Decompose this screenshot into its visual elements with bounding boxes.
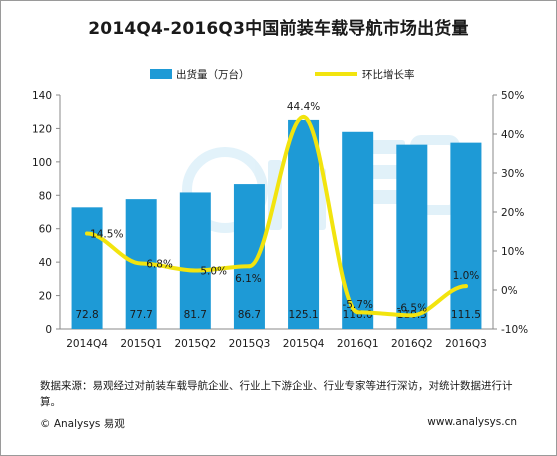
growth-rate-label: 14.5% [90, 228, 123, 240]
growth-rate-point [85, 231, 90, 236]
bar [71, 207, 103, 329]
y-left-tick-label: 120 [32, 123, 52, 135]
growth-rate-label: 44.4% [287, 101, 320, 113]
bar [396, 144, 428, 329]
x-tick-label: 2015Q1 [120, 338, 162, 350]
bar-value-label: 125.1 [289, 309, 319, 321]
y-right-tick-label: 50% [501, 90, 524, 102]
growth-rate-point [463, 284, 468, 289]
line-series [85, 114, 468, 318]
x-tick-label: 2016Q3 [445, 338, 487, 350]
growth-rate-point [247, 264, 252, 269]
growth-rate-point [355, 310, 360, 315]
y-right-tick-label: 0% [501, 285, 518, 297]
footer-url: www.analysys.cn [427, 416, 517, 428]
footer-brand: © Analysys 易观 [40, 418, 125, 430]
x-tick-label: 2016Q1 [337, 338, 379, 350]
growth-rate-label: 5.0% [200, 266, 227, 278]
legend-bar-label: 出货量（万台） [176, 68, 250, 81]
legend-line-label: 环比增长率 [362, 68, 415, 81]
y-right-tick-label: 10% [501, 246, 524, 258]
y-left-tick-label: 60 [39, 224, 52, 236]
bar [179, 192, 211, 329]
growth-rate-point [139, 261, 144, 266]
growth-rate-point [193, 268, 198, 273]
growth-rate-label: 1.0% [453, 270, 480, 282]
growth-rate-line [85, 114, 468, 318]
y-left-tick-label: 20 [39, 291, 52, 303]
growth-rate-label: -6.5% [397, 302, 427, 314]
bar-value-label: 86.7 [238, 309, 261, 321]
y-right-tick-label: 20% [501, 207, 524, 219]
source-note: 数据来源：易观经过对前装车载导航企业、行业上下游企业、行业专家等进行深访，对统计… [40, 380, 513, 408]
growth-rate-label: 6.8% [146, 258, 173, 270]
y-right-tick-label: 30% [501, 168, 524, 180]
y-left-tick-label: 140 [32, 90, 52, 102]
y-left-tick-label: 40 [39, 257, 52, 269]
line-data-labels: 14.5% 6.8% 5.0% 6.1% 44.4% -5.7% -6.5% 1.0% [90, 101, 479, 315]
x-tick-label: 2015Q4 [283, 338, 325, 350]
bar [450, 142, 482, 329]
growth-rate-point [409, 313, 414, 318]
y-right-tick-label: 40% [501, 129, 524, 141]
bar-value-label: 72.8 [75, 309, 98, 321]
chart-title: 2014Q4-2016Q3中国前装车载导航市场出货量 [88, 19, 469, 39]
bar-value-label: 81.7 [184, 309, 207, 321]
legend-bar-swatch [150, 69, 172, 79]
growth-rate-point [301, 114, 306, 119]
legend: 出货量（万台） 环比增长率 [150, 68, 415, 81]
x-tick-label: 2015Q2 [174, 338, 216, 350]
bar [288, 119, 320, 329]
x-tick-label: 2016Q2 [391, 338, 433, 350]
x-tick-label: 2015Q3 [229, 338, 271, 350]
y-left-tick-label: 0 [45, 324, 52, 336]
y-right-tick-label: -10% [501, 324, 528, 336]
bar [233, 184, 265, 329]
chart-canvas: 出货量（万台） 环比增长率 0 20 40 60 80 100 120 140 -10% 0% 10… [32, 68, 528, 350]
bar-value-label: 77.7 [129, 309, 152, 321]
x-tick-label: 2014Q4 [66, 338, 108, 350]
growth-rate-label: -5.7% [342, 299, 372, 311]
y-left-tick-label: 100 [32, 157, 52, 169]
y-left-tick-label: 80 [39, 190, 52, 202]
bar-series [71, 119, 482, 329]
growth-rate-label: 6.1% [235, 273, 262, 285]
bar-value-label: 111.5 [451, 309, 481, 321]
